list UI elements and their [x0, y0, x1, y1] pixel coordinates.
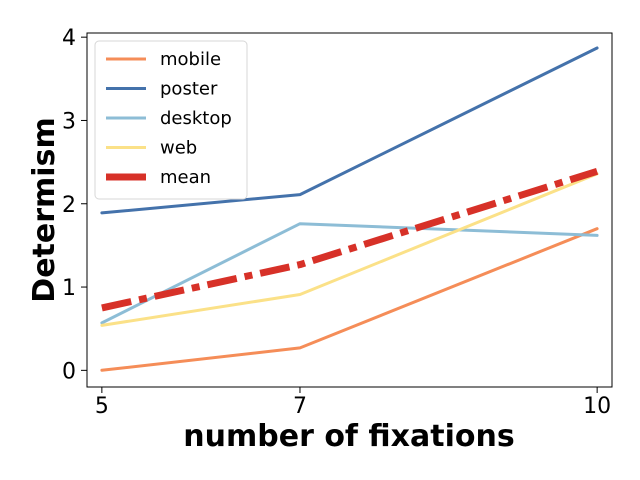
series-line-mean	[101, 167, 599, 312]
series-layer	[100, 46, 599, 372]
x-tick-label-7: 7	[293, 394, 307, 419]
legend-box	[94, 40, 248, 200]
y-tick-label-0: 0	[62, 359, 76, 384]
y-tick-label-2: 2	[62, 193, 76, 218]
y-tick-label-1: 1	[62, 276, 76, 301]
series-line-mobile	[100, 227, 599, 372]
legend-items: mobile poster desktop web mean	[106, 49, 232, 188]
series-line-poster	[100, 46, 599, 215]
ticks-layer: 5 7 10 0 1 2 3 4	[62, 26, 611, 419]
legend: mobile poster desktop web mean	[94, 40, 248, 200]
y-tick-label-3: 3	[62, 109, 76, 134]
x-axis-label: number of fixations	[183, 419, 514, 454]
y-axis-label: Determism	[27, 117, 62, 302]
y-tick-label-4: 4	[62, 26, 76, 51]
legend-label-desktop: desktop	[160, 108, 232, 129]
legend-label-web: web	[160, 138, 197, 159]
x-tick-label-5: 5	[95, 394, 109, 419]
legend-label-mobile: mobile	[160, 49, 221, 70]
series-line-web	[100, 172, 599, 327]
x-tick-label-10: 10	[583, 394, 611, 419]
series-line-desktop	[100, 222, 599, 325]
plot-frame	[86, 32, 613, 388]
legend-label-poster: poster	[160, 79, 218, 100]
legend-label-mean: mean	[160, 167, 211, 188]
